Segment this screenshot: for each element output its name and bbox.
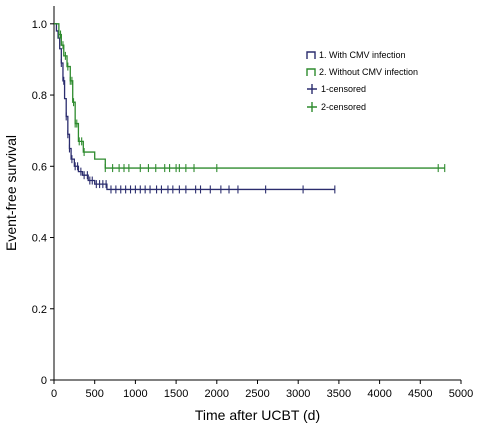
- legend-item-censored-1: 1-censored: [307, 84, 366, 94]
- x-tick-label: 4000: [367, 388, 391, 400]
- x-axis-ticks: 0 500 1000 1500 2000 2500 3000 3500 4000 4500 5000: [51, 380, 473, 400]
- x-tick-label: 2500: [245, 388, 269, 400]
- legend-label-series-2: 2. Without CMV infection: [319, 67, 418, 77]
- x-tick-label: 500: [86, 388, 104, 400]
- legend-item-series-1: 1. With CMV infection: [306, 50, 406, 60]
- legend-item-censored-2: 2-censored: [307, 102, 366, 112]
- legend: 1. With CMV infection 2. Without CMV inf…: [306, 50, 418, 112]
- x-tick-label: 4500: [408, 388, 432, 400]
- y-axis-ticks: 0 0.2 0.4 0.6 0.8 1.0: [32, 19, 54, 387]
- series-2: [54, 23, 446, 173]
- x-tick-label: 3500: [327, 388, 351, 400]
- y-tick-label: 0.2: [32, 304, 47, 316]
- legend-line-series-2: [306, 68, 316, 76]
- y-tick-label: 0.6: [32, 161, 47, 173]
- y-tick-label: 0.8: [32, 90, 47, 102]
- legend-label-series-1: 1. With CMV infection: [319, 50, 406, 60]
- x-tick-label: 5000: [449, 388, 473, 400]
- x-tick-label: 1000: [123, 388, 147, 400]
- y-tick-label: 0.4: [32, 233, 47, 245]
- series-layer: [54, 23, 446, 194]
- x-tick-label: 2000: [205, 388, 229, 400]
- legend-line-series-1: [306, 51, 316, 59]
- series-1: [54, 23, 336, 194]
- y-tick-label: 0: [41, 375, 47, 387]
- x-axis-title: Time after UCBT (d): [195, 407, 320, 423]
- x-tick-label: 3000: [286, 388, 310, 400]
- axes: [53, 6, 461, 381]
- legend-label-censored-2: 2-censored: [321, 102, 366, 112]
- legend-item-series-2: 2. Without CMV infection: [306, 67, 418, 77]
- legend-label-censored-1: 1-censored: [321, 84, 366, 94]
- legend-censor-mark-1: [307, 84, 317, 94]
- y-axis-title: Event-free survival: [3, 135, 19, 251]
- survival-curve-series-1: [54, 23, 335, 191]
- legend-censor-mark-2: [307, 102, 317, 112]
- y-tick-label: 1.0: [32, 19, 47, 31]
- x-tick-label: 1500: [164, 388, 188, 400]
- survival-curve-series-2: [54, 23, 445, 169]
- x-tick-label: 0: [51, 388, 57, 400]
